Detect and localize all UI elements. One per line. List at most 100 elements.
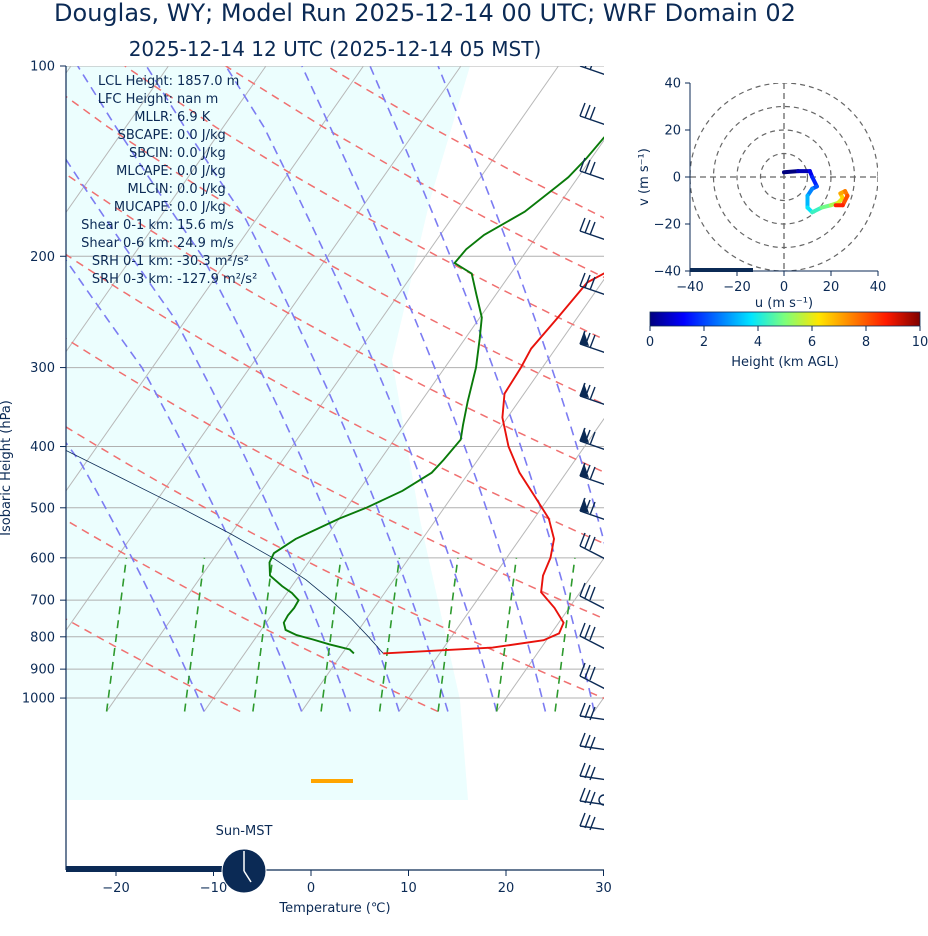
wind-barb xyxy=(579,497,604,520)
stat-label: SRH 0-1 km: xyxy=(92,254,173,269)
temperature-line xyxy=(383,272,604,655)
stat-value: nan m xyxy=(177,92,218,107)
y-axis-label: Isobaric Height (hPa) xyxy=(0,400,14,536)
stat-value: -127.9 m²/s² xyxy=(177,272,257,287)
skewt-plot-area xyxy=(66,66,604,831)
wind-barb xyxy=(579,762,604,781)
x-tick-label: 30 xyxy=(595,881,612,896)
stat-value: -30.3 m²/s² xyxy=(177,254,249,269)
wind-barb xyxy=(579,330,604,353)
stat-value: 1857.0 m xyxy=(177,74,239,89)
wind-barb xyxy=(579,272,604,295)
hodograph-trace xyxy=(782,169,850,215)
x-axis-label: Temperature (℃) xyxy=(278,901,390,916)
y-tick-label: 600 xyxy=(30,551,55,566)
stat-value: 15.6 m/s xyxy=(177,218,234,233)
stat-value: 24.9 m/s xyxy=(177,236,234,251)
wind-barb xyxy=(579,217,604,240)
stat-label: LCL Height: xyxy=(98,74,173,89)
colorbar-tick: 6 xyxy=(808,335,816,350)
hodo-x-tick: 40 xyxy=(870,280,887,295)
wind-barb xyxy=(579,66,604,75)
hodo-y-tick: −40 xyxy=(654,265,681,280)
colorbar-tick: 4 xyxy=(754,335,762,350)
wind-barb xyxy=(579,662,604,690)
stat-label: SBCAPE: xyxy=(118,128,173,143)
hodo-y-label: v (m s⁻¹) xyxy=(637,148,652,206)
dewpoint-line xyxy=(268,136,604,655)
parcel-path xyxy=(66,449,384,654)
stat-value: 0.0 J/kg xyxy=(177,128,226,143)
x-tick-label: 10 xyxy=(400,881,417,896)
wind-barb xyxy=(579,787,604,806)
stat-label: SRH 0-3 km: xyxy=(92,272,173,287)
wind-barb xyxy=(579,732,604,751)
x-tick-label: −10 xyxy=(200,881,227,896)
colorbar-tick: 0 xyxy=(646,335,654,350)
wind-barb xyxy=(579,102,604,125)
wind-barbs xyxy=(579,66,604,831)
stat-label: Shear 0-6 km: xyxy=(81,236,173,251)
stat-label: MLCAPE: xyxy=(116,164,173,179)
chart-title: Douglas, WY; Model Run 2025-12-14 00 UTC… xyxy=(54,0,796,27)
y-tick-label: 100 xyxy=(30,60,55,75)
x-tick-label: −20 xyxy=(102,881,129,896)
hodo-y-tick: 20 xyxy=(664,124,681,139)
stat-value: 0.0 J/kg xyxy=(177,146,226,161)
hodograph-ticks: −40 −20 0 20 40 −40 −20 0 20 40 xyxy=(654,77,887,296)
x-tick-label: 20 xyxy=(498,881,515,896)
x-tick-label: 0 xyxy=(307,881,315,896)
y-tick-label: 1000 xyxy=(22,692,55,707)
stat-label: SBCIN: xyxy=(129,146,173,161)
y-tick-label: 200 xyxy=(30,250,55,265)
hodo-x-tick: −20 xyxy=(723,280,750,295)
y-axis-ticks: 100 200 300 400 500 600 700 800 900 1000 xyxy=(22,60,66,707)
y-tick-label: 300 xyxy=(30,361,55,376)
y-tick-label: 800 xyxy=(30,630,55,645)
hodo-x-label: u (m s⁻¹) xyxy=(755,296,813,311)
wind-barb xyxy=(579,157,604,180)
wind-barb xyxy=(579,462,604,485)
colorbar-ticks: 0 2 4 6 8 10 xyxy=(646,326,928,350)
stat-label: LFC Height: xyxy=(98,92,173,107)
stat-label: MUCAPE: xyxy=(114,200,173,215)
y-tick-label: 700 xyxy=(30,594,55,609)
stat-value: 0.0 J/kg xyxy=(177,164,226,179)
sounding-profiles xyxy=(268,136,604,655)
colorbar-tick: 2 xyxy=(700,335,708,350)
y-tick-label: 900 xyxy=(30,663,55,678)
sounding-stats: LCL Height: 1857.0 m LFC Height: nan m MLLR:… xyxy=(81,74,257,287)
hodo-y-tick: 0 xyxy=(673,171,681,186)
wind-barb xyxy=(579,532,604,560)
stat-label: MLCIN: xyxy=(128,182,173,197)
wind-barb xyxy=(579,582,604,610)
calm-wind-circle xyxy=(598,794,604,806)
stat-value: 0.0 J/kg xyxy=(177,200,226,215)
chart-subtitle: 2025-12-14 12 UTC (2025-12-14 05 MST) xyxy=(129,37,542,61)
y-tick-label: 500 xyxy=(30,501,55,516)
hodograph-segment xyxy=(782,169,801,175)
isobar-gridlines xyxy=(66,66,604,699)
y-tick-label: 400 xyxy=(30,440,55,455)
colorbar-label: Height (km AGL) xyxy=(731,355,839,370)
stat-label: MLLR: xyxy=(134,110,173,125)
sun-clock-icon xyxy=(221,848,267,894)
x-axis-ticks: −20 −10 0 10 20 30 xyxy=(102,870,612,896)
skewed-isotherms xyxy=(66,66,604,712)
mixing-ratio-lines xyxy=(105,557,576,712)
dry-adiabats xyxy=(66,66,604,713)
stat-value: 6.9 K xyxy=(177,110,211,125)
stat-label: Shear 0-1 km: xyxy=(81,218,173,233)
hodograph: −40 −20 0 20 40 −40 −20 0 20 40 u (m s⁻¹) v (m s⁻… xyxy=(637,77,886,312)
moist-layer-shading xyxy=(66,66,470,800)
wind-barb xyxy=(579,622,604,650)
wind-barb xyxy=(579,382,604,405)
hodo-y-tick: 40 xyxy=(664,77,681,92)
hodo-x-tick: −40 xyxy=(676,280,703,295)
wind-barb xyxy=(579,702,604,721)
colorbar-tick: 10 xyxy=(912,335,928,350)
hodo-y-tick: −20 xyxy=(654,218,681,233)
height-colorbar: 0 2 4 6 8 10 Height (km AGL) xyxy=(646,311,928,370)
